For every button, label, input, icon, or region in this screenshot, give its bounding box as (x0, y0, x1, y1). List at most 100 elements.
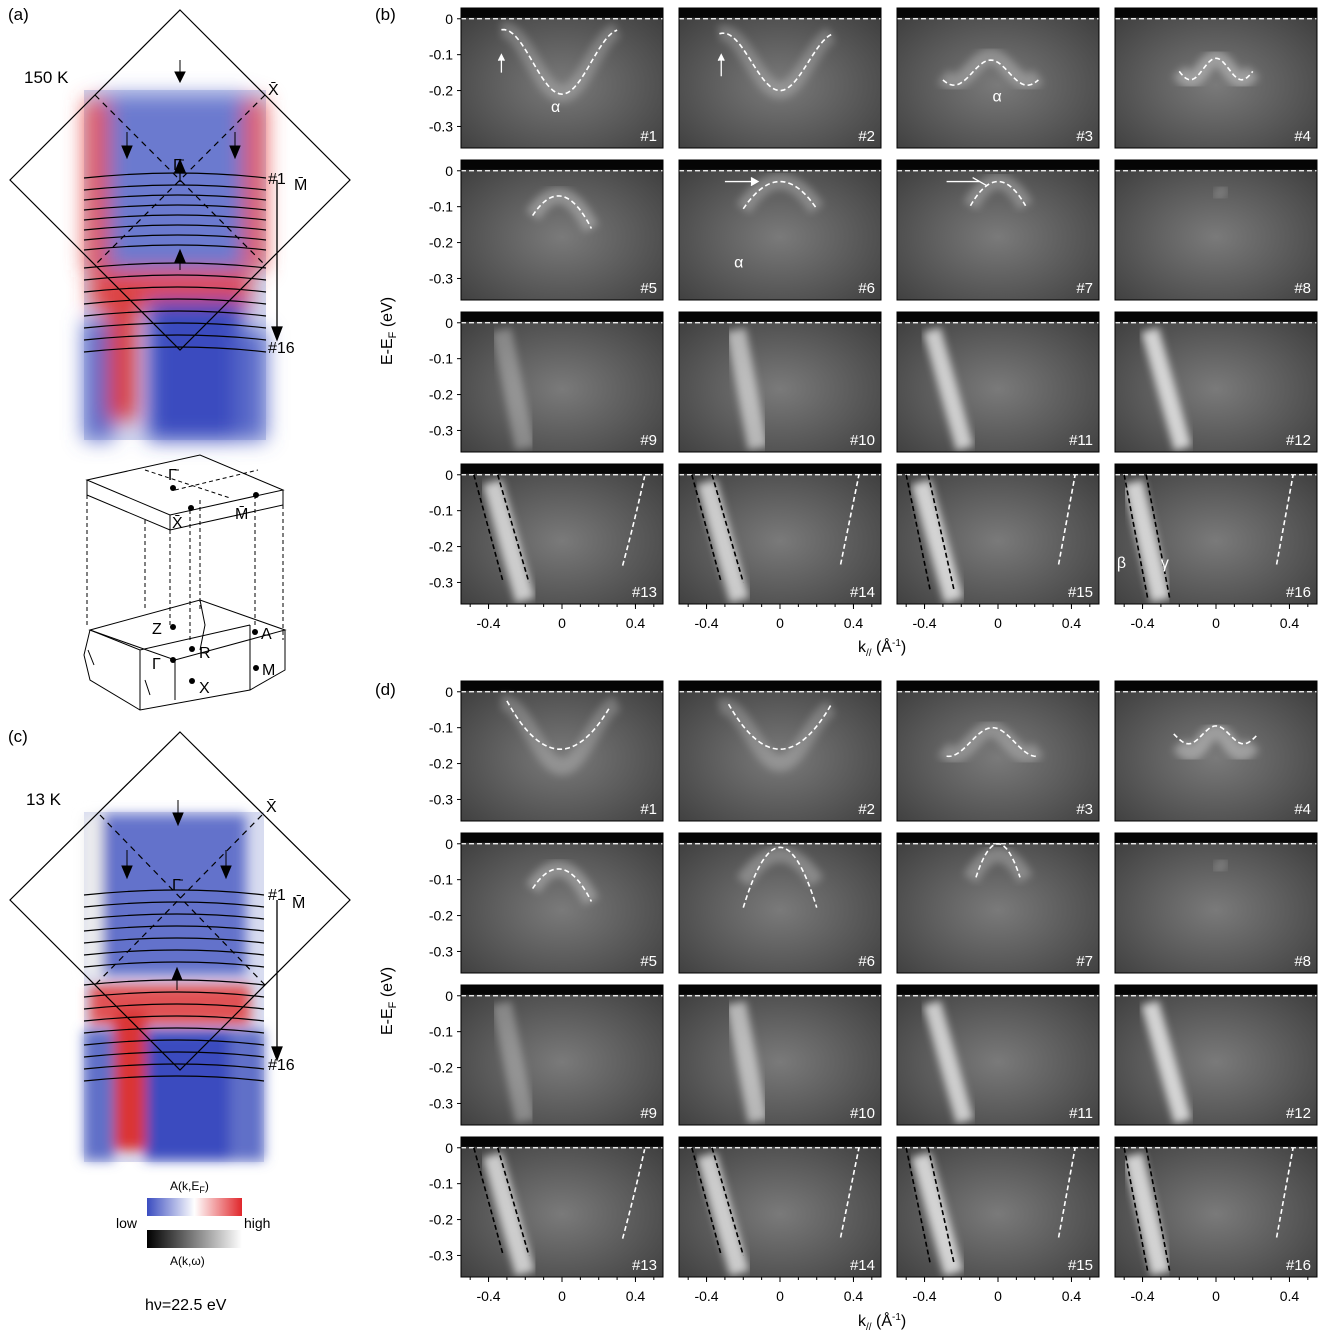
band-dispersion-curve (496, 474, 530, 583)
y-tick-label: -0.2 (429, 756, 453, 772)
cut-number-label: #10 (850, 432, 875, 449)
y-tick-label: 0 (445, 11, 453, 27)
x-tick-label: 0.4 (1062, 615, 1082, 631)
band-intensity (726, 328, 768, 451)
x-tick-label: -0.4 (1130, 615, 1154, 631)
fermi-cutoff (897, 464, 1099, 474)
grid-b-cut-16: #16 -0.4 0 0.4 β γ (1114, 463, 1318, 631)
fermi-cutoff (679, 833, 881, 843)
arrows-13K (121, 800, 232, 990)
cut-number-label: #10 (850, 1105, 875, 1122)
colorbar-legend: A(k,EF) low high A(k,ω) hν=22.5 eV (116, 1179, 270, 1314)
fermi-cutoff (897, 681, 1099, 691)
band-intensity (911, 479, 964, 604)
arrow-marker (497, 53, 505, 73)
panel-frame (460, 7, 664, 149)
y-tick-label: -0.3 (429, 574, 453, 590)
grid-d-cut-12: #12 (1114, 984, 1318, 1126)
panel-frame (1114, 159, 1318, 301)
colorbar-low-label: low (116, 1215, 138, 1231)
band-dispersion-curve (1057, 474, 1076, 565)
x-tick-label: 0.4 (1280, 1288, 1300, 1304)
band-dispersion-curve (942, 59, 1039, 86)
panel-frame (896, 159, 1100, 301)
fermi-cutoff (897, 312, 1099, 322)
grid-b-cut-3: #3 α (896, 7, 1100, 149)
panel-frame (460, 680, 664, 822)
band-dispersion-curve (1178, 57, 1254, 81)
band-dispersion-curve (621, 476, 646, 566)
x-tick-label: -0.4 (912, 615, 936, 631)
bz-boundary-150K (9, 9, 351, 353)
fermi-map-13K (84, 812, 264, 1162)
arrow-marker (946, 176, 987, 187)
bz-gamma-bar: Γ̄ (168, 467, 180, 484)
band-dispersion-curve (506, 700, 611, 750)
cut-number-label: #16 (1286, 1257, 1311, 1274)
y-tick-label: -0.1 (429, 720, 453, 736)
colorbar-map (147, 1198, 242, 1216)
grid-d-cut-11: #11 (896, 984, 1100, 1126)
band-dispersion-curve (711, 1147, 745, 1256)
grid-b-cut-12: #12 (1114, 311, 1318, 453)
fermi-cutoff (461, 8, 663, 18)
y-tick-label: -0.3 (429, 1247, 453, 1263)
cut-number-label: #5 (640, 280, 657, 297)
panel-b-grid: #10-0.1-0.2-0.3α#2 #3α#4#50-0.1-0.2-0.3#6… (429, 7, 1318, 631)
grid-d-cut-6: #6 (678, 832, 882, 974)
panel-frame (1114, 680, 1318, 822)
band-intensity (937, 48, 1044, 90)
fermi-cutoff (1115, 681, 1317, 691)
fermi-cutoff (461, 312, 663, 322)
panel-frame (1114, 832, 1318, 974)
band-intensity (491, 327, 536, 451)
band-dispersion-curve (946, 726, 1039, 758)
band-dispersion-curve (1275, 1147, 1294, 1238)
first-cut-label-c: #1 (268, 887, 286, 904)
panel-d-xlabel: k// (Å-1) (858, 1311, 906, 1333)
panel-frame (1114, 7, 1318, 149)
spectrum-background (679, 312, 881, 452)
band-label: α (734, 255, 743, 272)
fermi-cutoff (461, 1137, 663, 1147)
band-intensity (1211, 182, 1231, 203)
band-dispersion-curve (1057, 1147, 1076, 1238)
panel-d-grid: #10-0.1-0.2-0.3#2 #3 #4#50-0.1-0.2-0.3#6 #7… (429, 680, 1318, 1304)
panel-frame (896, 311, 1100, 453)
x-tick-label: 0.4 (626, 1288, 646, 1304)
colorbar-map-title: A(k,EF) (170, 1179, 209, 1195)
y-tick-label: -0.1 (429, 1176, 453, 1192)
grid-b-cut-6: #6 α (678, 159, 882, 301)
panel-c-temperature: 13 K (26, 790, 62, 809)
spectrum-background (679, 985, 881, 1125)
grid-d-cut-1: #1 0 -0.1 -0.2 -0.3 (429, 680, 664, 822)
cut-number-label: #16 (1286, 584, 1311, 601)
band-dispersion-curve (501, 28, 618, 95)
panel-frame (460, 832, 664, 974)
cut-number-label: #8 (1294, 953, 1311, 970)
grid-d-cut-16: #16 -0.4 0 0.4 (1114, 1136, 1318, 1304)
band-intensity (1211, 855, 1231, 876)
band-dispersion-curve (839, 474, 860, 565)
fermi-cutoff (1115, 160, 1317, 170)
x-tick-label: -0.4 (912, 1288, 936, 1304)
grid-d-cut-4: #4 (1114, 680, 1318, 822)
fermi-cutoff (461, 464, 663, 474)
y-tick-label: -0.3 (429, 422, 453, 438)
x-tick-label: -0.4 (694, 1288, 718, 1304)
panel-frame (678, 832, 882, 974)
fermi-cutoff (1115, 1137, 1317, 1147)
spectrum-background (679, 681, 881, 821)
band-dispersion-curve (691, 1147, 723, 1256)
spectrum-background (461, 833, 663, 973)
bz-3d-points (170, 485, 259, 684)
grid-b-cut-9: #9 0 -0.1 -0.2 -0.3 (429, 311, 664, 453)
colorbar-spectral (147, 1230, 242, 1248)
grid-d-cut-15: #15 -0.4 0 0.4 (896, 1136, 1100, 1304)
x-tick-label: 0 (558, 1288, 566, 1304)
y-tick-label: -0.2 (429, 908, 453, 924)
fermi-cutoff (1115, 464, 1317, 474)
fermi-cutoff (679, 312, 881, 322)
y-tick-label: 0 (445, 684, 453, 700)
cut-number-label: #12 (1286, 432, 1311, 449)
